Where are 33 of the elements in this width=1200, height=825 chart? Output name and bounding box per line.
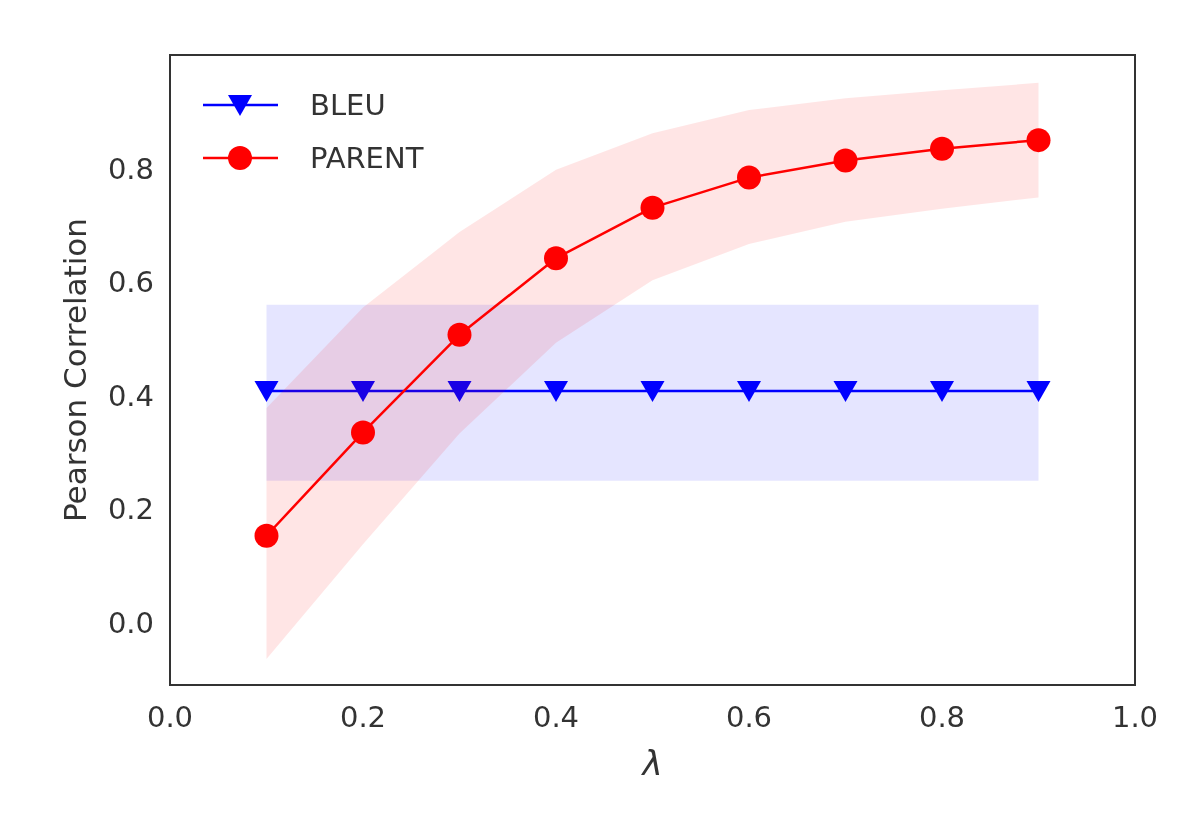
point (930, 381, 954, 402)
y-tick-label: 0.2 (107, 492, 154, 527)
point (447, 381, 472, 402)
point (737, 381, 761, 402)
point (544, 246, 568, 271)
x-tick-label: 0.4 (532, 700, 580, 734)
point (930, 136, 954, 161)
point (1026, 381, 1051, 402)
point (1026, 128, 1051, 153)
point (351, 381, 375, 402)
point (833, 381, 858, 402)
point (640, 195, 665, 220)
point (254, 523, 279, 548)
point (447, 322, 472, 347)
point (544, 381, 568, 402)
point (351, 420, 375, 445)
legend-label: BLEU (310, 88, 386, 123)
x-tick-label: 0.8 (918, 700, 966, 734)
x-tick-label: 0.2 (339, 700, 387, 734)
point (640, 381, 665, 402)
x-axis-title: λ (640, 743, 663, 783)
y-tick-label: 0.8 (107, 151, 154, 186)
x-tick-label: 0.0 (146, 700, 194, 734)
y-tick-label: 0.4 (107, 378, 154, 413)
legend-label: PARENT (310, 141, 424, 176)
x-tick-label: 0.6 (725, 700, 773, 734)
point (254, 381, 279, 402)
point (833, 148, 858, 173)
point (737, 165, 761, 190)
y-tick-label: 0.6 (107, 265, 154, 300)
y-tick-label: 0.0 (107, 605, 154, 640)
x-tick-label: 1.0 (1111, 700, 1159, 734)
y-axis-title: Pearson Correlation (57, 218, 93, 522)
